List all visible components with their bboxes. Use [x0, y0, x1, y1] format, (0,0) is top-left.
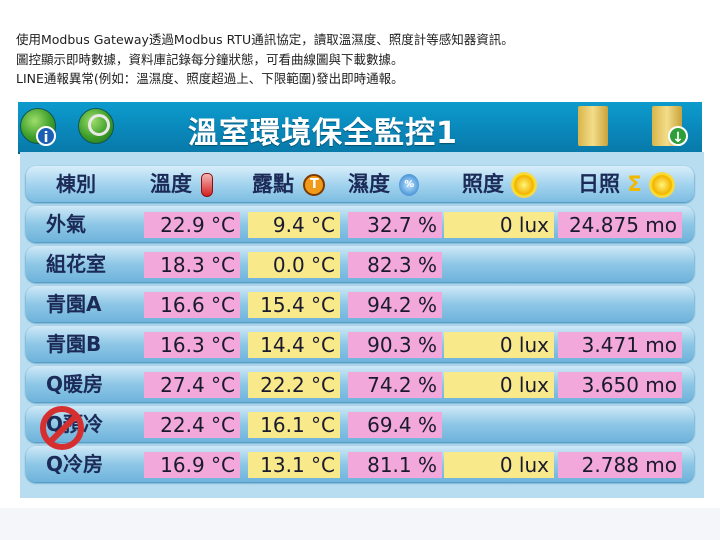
temperature-value: 16.9 °C: [144, 452, 240, 478]
prohibited-icon: [40, 406, 84, 450]
sun-icon: [650, 174, 673, 196]
dewpoint-value: 9.4 °C: [248, 212, 340, 238]
dewpoint-value: 15.4 °C: [248, 292, 340, 318]
thermometer-icon: [201, 173, 214, 197]
title-bar: i 溫室環境保全監控1 ↓: [18, 102, 702, 154]
dewpoint-value: 22.2 °C: [248, 372, 340, 398]
row-name: 外氣: [46, 212, 86, 236]
column-header-humidity: 濕度 %: [348, 170, 420, 198]
column-header-sunshine-label: 日照: [578, 172, 620, 196]
humidity-drop-icon: %: [399, 174, 420, 196]
intro-text: 使用Modbus Gateway透過Modbus RTU通訊協定，讀取溫濕度、照…: [16, 30, 514, 89]
dewpoint-value: 14.4 °C: [248, 332, 340, 358]
table-row[interactable]: 青園B 16.3 °C 14.4 °C 90.3 % 0 lux 3.471 m…: [26, 326, 694, 362]
humidity-value: 90.3 %: [348, 332, 442, 358]
sigma-icon: Σ: [627, 172, 642, 196]
sunshine-value: 3.650 mo: [558, 372, 682, 398]
table-row[interactable]: 組花室 18.3 °C 0.0 °C 82.3 %: [26, 246, 694, 282]
illuminance-value: 0 lux: [444, 212, 554, 238]
row-name: 青園B: [46, 332, 102, 356]
footer-strip: [0, 508, 720, 540]
humidity-value: 81.1 %: [348, 452, 442, 478]
column-header-dewpoint-label: 露點: [252, 172, 294, 196]
info-icon: i: [36, 126, 56, 146]
column-header-temperature-label: 溫度: [150, 172, 192, 196]
column-header-illuminance: 照度: [462, 170, 536, 198]
table-row[interactable]: 青園A 16.6 °C 15.4 °C 94.2 %: [26, 286, 694, 322]
row-name: 青園A: [46, 292, 102, 316]
illuminance-value: 0 lux: [444, 332, 554, 358]
download-folder-button[interactable]: ↓: [652, 106, 688, 146]
temperature-value: 18.3 °C: [144, 252, 240, 278]
dewpoint-value: 13.1 °C: [248, 452, 340, 478]
humidity-value: 32.7 %: [348, 212, 442, 238]
search-globe-button[interactable]: [78, 108, 114, 144]
humidity-value: 69.4 %: [348, 412, 442, 438]
info-globe-button[interactable]: i: [20, 108, 56, 146]
illuminance-value: 0 lux: [444, 372, 554, 398]
dewpoint-icon: T: [303, 174, 326, 196]
row-name: Q冷房: [46, 452, 104, 476]
column-header-building: 棟別: [56, 172, 96, 196]
column-header-humidity-label: 濕度: [348, 172, 390, 196]
temperature-value: 16.6 °C: [144, 292, 240, 318]
dewpoint-value: 16.1 °C: [248, 412, 340, 438]
sunshine-value: 2.788 mo: [558, 452, 682, 478]
column-header-illuminance-label: 照度: [462, 172, 504, 196]
temperature-value: 22.4 °C: [144, 412, 240, 438]
humidity-value: 74.2 %: [348, 372, 442, 398]
table-header-row: 棟別 溫度 露點 T 濕度 % 照度 日照 Σ: [26, 166, 694, 202]
download-icon: ↓: [668, 126, 688, 146]
sun-icon: [513, 174, 536, 196]
page-title: 溫室環境保全監控1: [188, 116, 458, 151]
table-row[interactable]: Q冷房 16.9 °C 13.1 °C 81.1 % 0 lux 2.788 m…: [26, 446, 694, 482]
column-header-sunshine: 日照 Σ: [578, 170, 673, 198]
temperature-value: 22.9 °C: [144, 212, 240, 238]
column-header-temperature: 溫度: [150, 170, 214, 198]
row-name: 組花室: [46, 252, 106, 276]
folder-icon: [578, 106, 608, 146]
magnifier-icon: [88, 114, 110, 136]
dewpoint-value: 0.0 °C: [248, 252, 340, 278]
monitor-table: 棟別 溫度 露點 T 濕度 % 照度 日照 Σ 外氣 22.9 °C 9.4 °…: [20, 152, 704, 498]
illuminance-value: 0 lux: [444, 452, 554, 478]
table-row[interactable]: Q預冷 22.4 °C 16.1 °C 69.4 %: [26, 406, 694, 442]
intro-line-2: 圖控顯示即時數據，資料庫記錄每分鐘狀態，可看曲線圖與下載數據。: [16, 51, 404, 67]
table-row[interactable]: Q暖房 27.4 °C 22.2 °C 74.2 % 0 lux 3.650 m…: [26, 366, 694, 402]
sunshine-value: 24.875 mo: [558, 212, 682, 238]
row-name: Q暖房: [46, 372, 104, 396]
humidity-value: 94.2 %: [348, 292, 442, 318]
temperature-value: 16.3 °C: [144, 332, 240, 358]
intro-line-1: 使用Modbus Gateway透過Modbus RTU通訊協定，讀取溫濕度、照…: [16, 32, 514, 47]
folder-button[interactable]: [578, 106, 608, 146]
intro-line-3: LINE通報異常(例如：溫濕度、照度超過上、下限範圍)發出即時通報。: [16, 71, 404, 86]
sunshine-value: 3.471 mo: [558, 332, 682, 358]
column-header-dewpoint: 露點 T: [252, 170, 326, 198]
humidity-value: 82.3 %: [348, 252, 442, 278]
temperature-value: 27.4 °C: [144, 372, 240, 398]
table-row[interactable]: 外氣 22.9 °C 9.4 °C 32.7 % 0 lux 24.875 mo: [26, 206, 694, 242]
